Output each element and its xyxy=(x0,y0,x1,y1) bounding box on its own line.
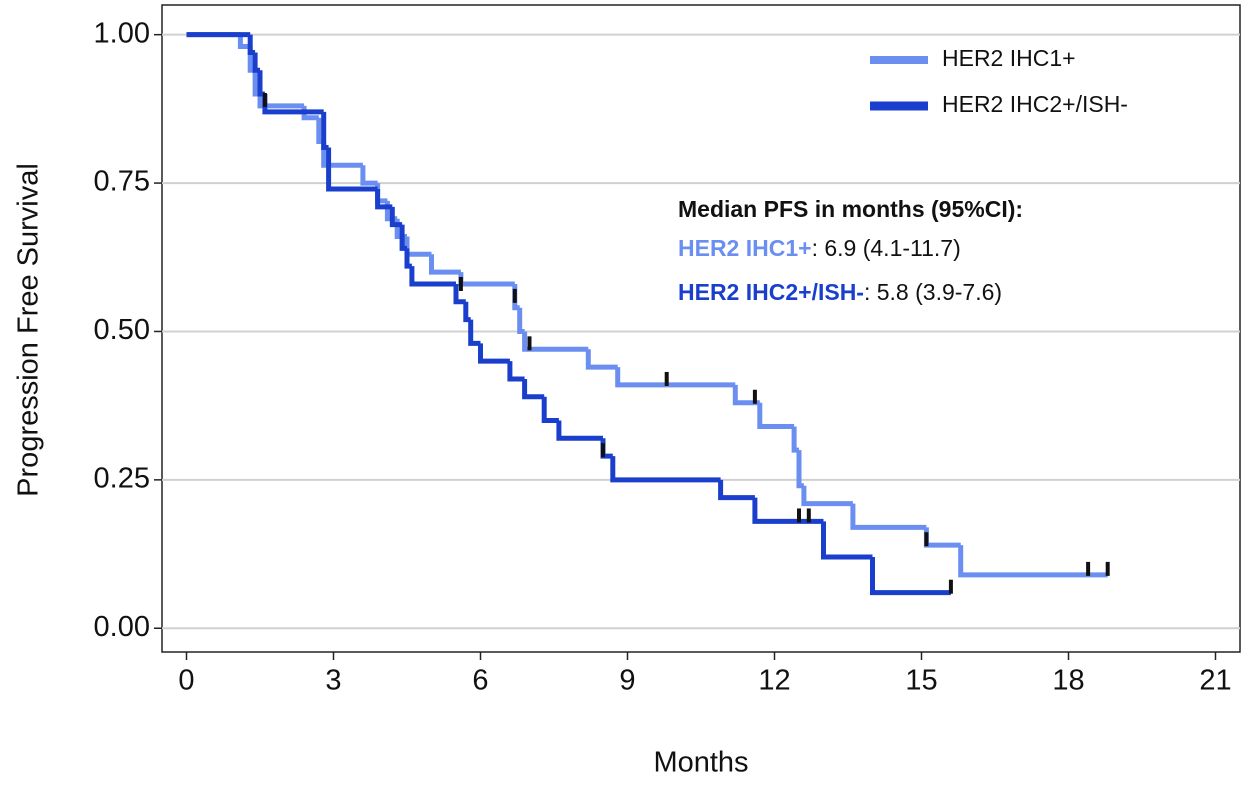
survival-step xyxy=(958,545,1108,578)
censor-mark xyxy=(1086,561,1091,576)
survival-step xyxy=(389,206,403,228)
survival-step xyxy=(585,349,618,370)
annotation-line: HER2 IHC2+/ISH-: 5.8 (3.9-7.6) xyxy=(678,279,1002,305)
survival-step xyxy=(404,248,412,269)
legend-label: HER2 IHC1+ xyxy=(942,45,1076,71)
survival-step xyxy=(850,503,927,530)
survival-step xyxy=(610,456,721,483)
x-tick-label: 18 xyxy=(1052,665,1084,697)
survival-step xyxy=(257,94,305,109)
x-tick-label: 9 xyxy=(619,665,635,697)
survival-step xyxy=(404,236,432,257)
legend-label: HER2 IHC2+/ISH- xyxy=(942,91,1128,117)
survival-step xyxy=(429,254,461,275)
censor-mark xyxy=(512,288,517,303)
censor-mark xyxy=(806,508,811,523)
censor-mark xyxy=(527,336,532,351)
censor-mark xyxy=(1105,561,1110,576)
survival-step xyxy=(507,361,525,382)
survival-step xyxy=(801,485,853,507)
survival-step xyxy=(257,70,265,97)
x-tick-label: 0 xyxy=(178,665,194,697)
censor-mark xyxy=(664,371,669,386)
survival-step xyxy=(556,420,603,441)
survival-step xyxy=(517,307,525,334)
survival-step xyxy=(541,396,559,424)
annotation-series: HER2 IHC2+/ISH- xyxy=(678,279,864,305)
censor-mark xyxy=(601,443,605,458)
annotation-series: HER2 IHC1+ xyxy=(678,235,812,261)
survival-step xyxy=(237,34,251,50)
survival-step xyxy=(468,319,481,346)
y-tick-label: 0.00 xyxy=(94,611,150,643)
x-tick-label: 12 xyxy=(758,665,790,697)
survival-step xyxy=(870,557,951,596)
plot-frame xyxy=(161,4,1241,653)
y-tick-label: 0.75 xyxy=(94,166,150,198)
y-tick-label: 0.50 xyxy=(94,314,150,346)
x-tick-label: 21 xyxy=(1199,665,1231,697)
survival-step xyxy=(409,266,456,287)
censor-mark xyxy=(458,276,463,291)
annotation-value: : 6.9 (4.1-11.7) xyxy=(812,235,961,261)
survival-step xyxy=(478,343,510,364)
survival-step xyxy=(923,527,961,548)
y-axis-label: Progression Free Survival xyxy=(13,163,45,497)
survival-step xyxy=(252,52,260,73)
survival-step xyxy=(458,272,515,287)
censor-mark xyxy=(752,389,757,404)
survival-step xyxy=(375,189,393,210)
censor-mark xyxy=(948,579,953,594)
survival-step xyxy=(262,94,324,115)
survival-step xyxy=(718,479,755,501)
y-tick-label: 1.00 xyxy=(94,17,150,49)
survival-step xyxy=(821,521,873,560)
survival-step xyxy=(522,378,545,400)
censor-mark xyxy=(797,508,801,523)
survival-step xyxy=(522,331,589,352)
survival-step xyxy=(453,283,466,305)
x-tick-label: 3 xyxy=(325,665,341,697)
censor-mark xyxy=(262,92,267,107)
survival-step xyxy=(732,384,760,406)
survival-step xyxy=(360,165,378,186)
x-tick-label: 15 xyxy=(905,665,937,697)
survival-step xyxy=(463,301,471,323)
censor-mark xyxy=(924,532,929,547)
survival-step xyxy=(791,426,799,453)
survival-step xyxy=(321,111,329,150)
survival-step xyxy=(326,147,378,192)
y-tick-label: 0.25 xyxy=(94,463,150,495)
x-axis-label: Months xyxy=(653,747,748,779)
annotation-value: : 5.8 (3.9-7.6) xyxy=(864,279,1002,305)
survival-step xyxy=(247,34,256,55)
survival-step xyxy=(757,402,795,429)
annotation-heading: Median PFS in months (95%CI): xyxy=(678,196,1023,222)
survival-step xyxy=(796,450,804,489)
annotation-line: HER2 IHC1+: 6.9 (4.1-11.7) xyxy=(678,235,961,261)
survival-step xyxy=(615,367,736,388)
x-tick-label: 6 xyxy=(472,665,488,697)
